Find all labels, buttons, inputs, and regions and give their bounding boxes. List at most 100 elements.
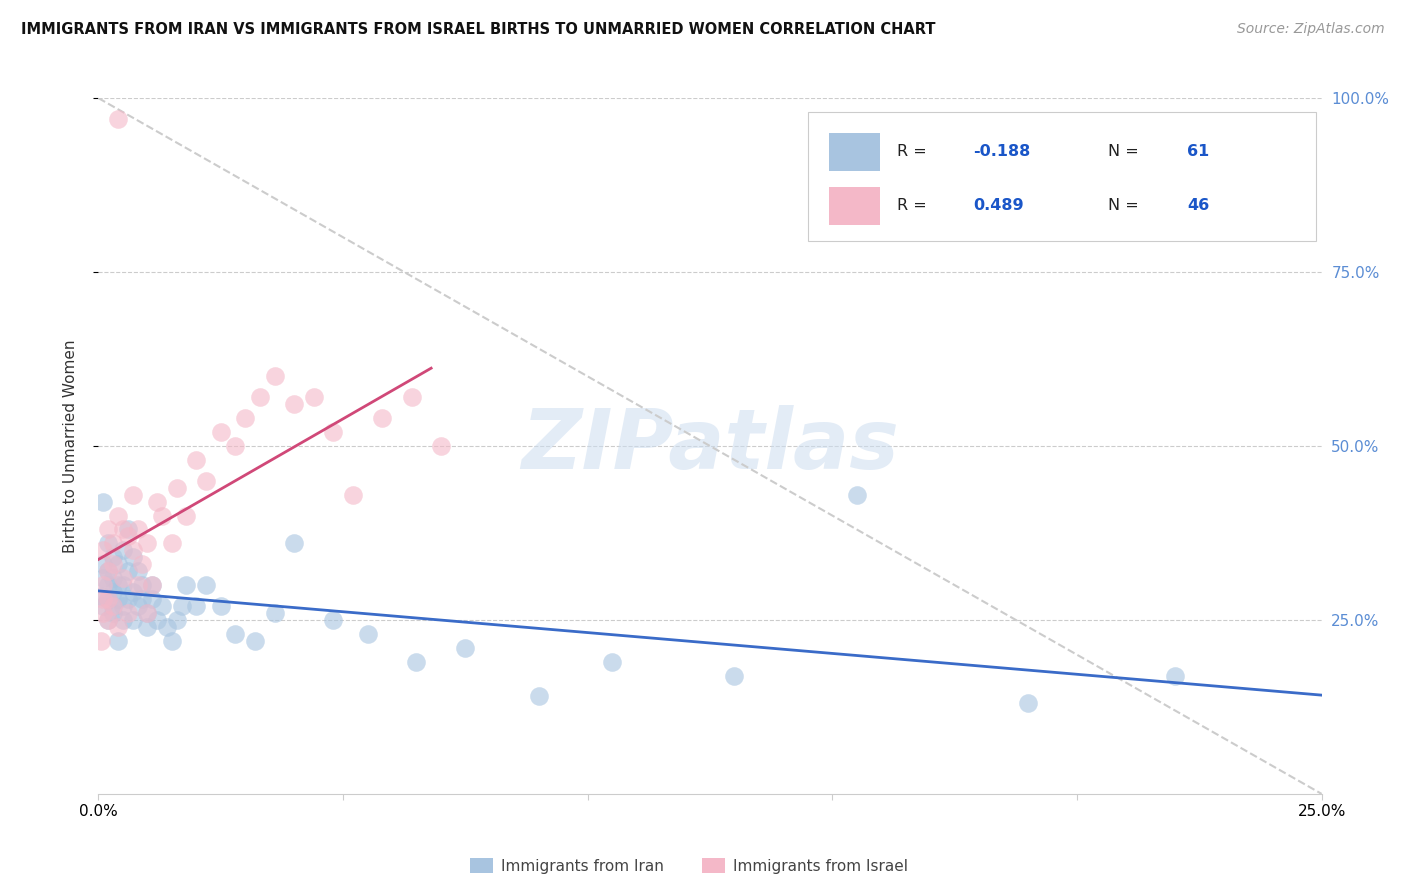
Point: [111, 543, 134, 558]
Point: [107, 508, 129, 523]
Point: [1164, 668, 1187, 682]
Point: [101, 599, 124, 613]
Point: [527, 690, 550, 704]
Point: [91, 543, 114, 558]
Legend: Immigrants from Iran, Immigrants from Israel: Immigrants from Iran, Immigrants from Is…: [464, 852, 914, 880]
Point: [101, 599, 124, 613]
Point: [136, 620, 159, 634]
Point: [97, 564, 120, 578]
Point: [111, 578, 134, 592]
Text: N =: N =: [1108, 198, 1143, 213]
Point: [91, 599, 114, 613]
Point: [150, 599, 173, 613]
Point: [111, 613, 134, 627]
Point: [107, 633, 129, 648]
Point: [107, 578, 129, 592]
Point: [117, 606, 139, 620]
Point: [146, 613, 169, 627]
Point: [141, 578, 163, 592]
Point: [195, 578, 218, 592]
Point: [186, 453, 208, 467]
Point: [146, 494, 169, 508]
Text: R =: R =: [897, 198, 932, 213]
Point: [195, 474, 218, 488]
Point: [263, 606, 285, 620]
Point: [176, 578, 198, 592]
Point: [107, 620, 129, 634]
Point: [224, 439, 246, 453]
Point: [101, 536, 124, 550]
Text: R =: R =: [897, 145, 932, 159]
Point: [117, 523, 139, 537]
Point: [107, 558, 129, 572]
Point: [160, 633, 183, 648]
Point: [342, 488, 364, 502]
Text: N =: N =: [1108, 145, 1143, 159]
Point: [322, 425, 344, 439]
Point: [283, 397, 305, 411]
Point: [233, 411, 256, 425]
Point: [107, 592, 129, 607]
Point: [91, 571, 114, 585]
Point: [101, 606, 124, 620]
Text: 0.489: 0.489: [973, 198, 1024, 213]
Text: IMMIGRANTS FROM IRAN VS IMMIGRANTS FROM ISRAEL BIRTHS TO UNMARRIED WOMEN CORRELA: IMMIGRANTS FROM IRAN VS IMMIGRANTS FROM …: [21, 22, 935, 37]
Text: 46: 46: [1187, 198, 1209, 213]
Point: [302, 390, 325, 404]
Point: [209, 599, 232, 613]
Point: [150, 508, 173, 523]
Point: [845, 488, 868, 502]
Point: [170, 599, 193, 613]
Point: [121, 488, 143, 502]
Point: [121, 585, 143, 599]
Point: [723, 668, 745, 682]
Point: [111, 599, 134, 613]
Point: [91, 592, 114, 607]
Point: [401, 390, 423, 404]
FancyBboxPatch shape: [808, 112, 1316, 241]
Point: [97, 592, 120, 607]
Point: [141, 592, 163, 607]
Point: [91, 578, 114, 592]
Text: 61: 61: [1187, 145, 1209, 159]
Point: [97, 613, 120, 627]
Point: [430, 439, 453, 453]
Point: [117, 564, 139, 578]
Point: [224, 627, 246, 641]
Point: [90, 633, 112, 648]
Point: [127, 564, 149, 578]
Point: [160, 536, 183, 550]
Point: [101, 550, 124, 565]
Point: [136, 606, 159, 620]
Point: [111, 571, 134, 585]
Bar: [828, 133, 880, 171]
Point: [243, 633, 266, 648]
Point: [90, 589, 112, 603]
Point: [117, 592, 139, 607]
Point: [91, 606, 114, 620]
Point: [249, 390, 271, 404]
Point: [322, 613, 344, 627]
Point: [97, 536, 120, 550]
Point: [131, 558, 153, 572]
Point: [101, 585, 124, 599]
Text: -0.188: -0.188: [973, 145, 1031, 159]
Point: [141, 578, 163, 592]
Point: [97, 592, 120, 607]
Point: [405, 655, 427, 669]
Point: [97, 578, 120, 592]
Point: [91, 558, 114, 572]
Point: [127, 523, 149, 537]
Point: [600, 655, 623, 669]
Point: [121, 550, 143, 565]
Point: [209, 425, 232, 439]
Point: [107, 112, 129, 126]
Point: [111, 523, 134, 537]
Point: [454, 640, 477, 655]
Point: [371, 411, 394, 425]
Bar: [828, 186, 880, 225]
Point: [1017, 697, 1039, 711]
Point: [121, 613, 143, 627]
Point: [101, 558, 124, 572]
Point: [131, 592, 153, 607]
